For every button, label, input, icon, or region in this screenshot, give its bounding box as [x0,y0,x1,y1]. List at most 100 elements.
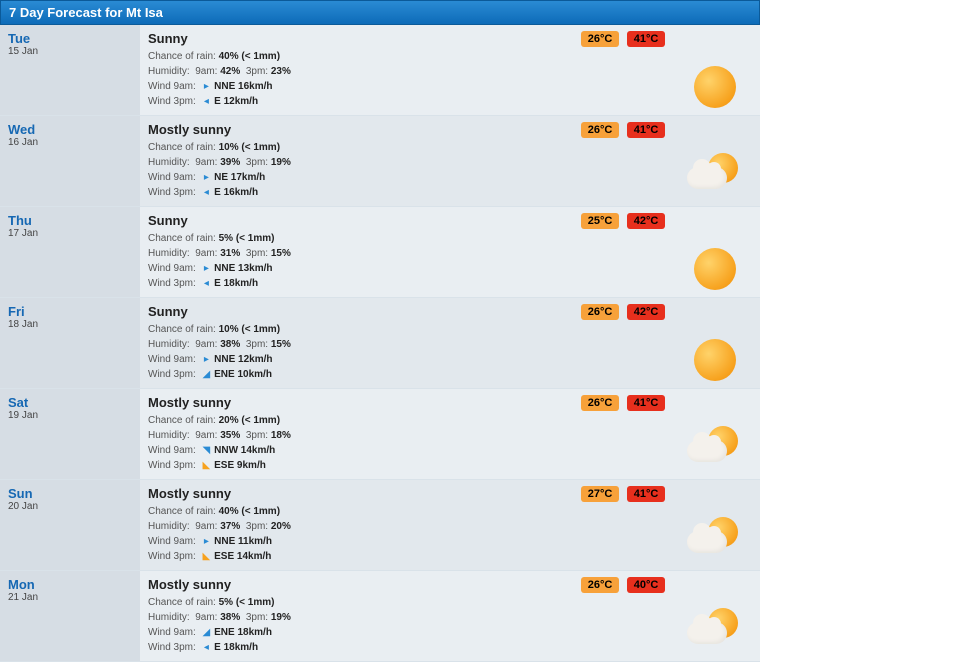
temp-low-badge: 26°C [581,304,619,320]
temp-high-badge: 41°C [627,31,665,47]
day-details: SunnyChance of rain: 5% (< 1mm)Humidity:… [140,207,760,297]
day-row: Fri18 JanSunnyChance of rain: 10% (< 1mm… [0,298,760,389]
rain-line: Chance of rain: 40% (< 1mm) [148,49,752,64]
wind-arrow-icon: ▸ [201,352,211,367]
wind-3pm-line: Wind 3pm: ◂ E 18km/h [148,276,752,291]
sunny-icon [694,248,736,290]
day-name[interactable]: Thu [8,213,132,228]
wind-3pm-line: Wind 3pm: ◂ E 16km/h [148,185,752,200]
mostly-sunny-icon [687,515,742,560]
days-list: Tue15 JanSunnyChance of rain: 40% (< 1mm… [0,25,760,662]
temp-low-badge: 27°C [581,486,619,502]
day-details: Mostly sunnyChance of rain: 5% (< 1mm)Hu… [140,571,760,661]
day-name[interactable]: Sun [8,486,132,501]
wind-arrow-icon: ◣ [201,458,211,473]
day-label-col: Fri18 Jan [0,298,140,388]
rain-line: Chance of rain: 10% (< 1mm) [148,140,752,155]
day-details: Mostly sunnyChance of rain: 40% (< 1mm)H… [140,480,760,570]
wind-arrow-icon: ◥ [201,443,211,458]
wind-arrow-icon: ▸ [201,261,211,276]
temp-badges: 26°C 40°C [581,577,665,593]
weather-icon [687,424,742,479]
weather-icon [687,333,742,388]
day-label-col: Mon21 Jan [0,571,140,661]
temp-low-badge: 26°C [581,122,619,138]
day-name[interactable]: Mon [8,577,132,592]
wind-arrow-icon: ◂ [201,185,211,200]
day-label-col: Sun20 Jan [0,480,140,570]
day-row: Sun20 JanMostly sunnyChance of rain: 40%… [0,480,760,571]
day-date: 20 Jan [8,501,132,512]
temp-badges: 26°C 42°C [581,304,665,320]
weather-icon [687,151,742,206]
sunny-icon [694,339,736,381]
wind-3pm-line: Wind 3pm: ◂ E 12km/h [148,94,752,109]
day-name[interactable]: Tue [8,31,132,46]
mostly-sunny-icon [687,424,742,469]
day-date: 21 Jan [8,592,132,603]
wind-arrow-icon: ◂ [201,640,211,655]
weather-icon [687,515,742,570]
wind-arrow-icon: ◂ [201,276,211,291]
rain-line: Chance of rain: 5% (< 1mm) [148,595,752,610]
weather-icon [687,606,742,661]
wind-9am-line: Wind 9am: ◥ NNW 14km/h [148,443,752,458]
day-name[interactable]: Fri [8,304,132,319]
temp-badges: 25°C42°C [581,213,665,229]
wind-arrow-icon: ◢ [201,367,211,382]
temp-low-badge: 26°C [581,577,619,593]
day-date: 16 Jan [8,137,132,148]
day-date: 19 Jan [8,410,132,421]
temp-badges: 27°C 41°C [581,486,665,502]
wind-9am-line: Wind 9am: ▸ NNE 12km/h [148,352,752,367]
rain-line: Chance of rain: 20% (< 1mm) [148,413,752,428]
wind-arrow-icon: ▸ [201,534,211,549]
day-details: SunnyChance of rain: 40% (< 1mm)Humidity… [140,25,760,115]
wind-3pm-line: Wind 3pm: ◢ ENE 10km/h [148,367,752,382]
day-label-col: Sat19 Jan [0,389,140,479]
wind-arrow-icon: ◢ [201,625,211,640]
mostly-sunny-icon [687,151,742,196]
temp-badges: 26°C 41°C [581,395,665,411]
humidity-line: Humidity: 9am: 42% 3pm: 23% [148,64,752,79]
rain-line: Chance of rain: 5% (< 1mm) [148,231,752,246]
day-date: 15 Jan [8,46,132,57]
day-name[interactable]: Sat [8,395,132,410]
day-date: 17 Jan [8,228,132,239]
temp-badges: 26°C41°C [581,31,665,47]
day-name[interactable]: Wed [8,122,132,137]
wind-9am-line: Wind 9am: ▸ NE 17km/h [148,170,752,185]
day-label-col: Wed16 Jan [0,116,140,206]
day-label-col: Thu17 Jan [0,207,140,297]
temp-high-badge: 42°C [627,213,665,229]
wind-3pm-line: Wind 3pm: ◣ ESE 9km/h [148,458,752,473]
wind-9am-line: Wind 9am: ▸ NNE 11km/h [148,534,752,549]
header-title: 7 Day Forecast for Mt Isa [9,5,163,20]
temp-high-badge: 41°C [627,395,665,411]
mostly-sunny-icon [687,606,742,651]
humidity-line: Humidity: 9am: 39% 3pm: 19% [148,155,752,170]
day-details: Mostly sunnyChance of rain: 10% (< 1mm)H… [140,116,760,206]
temp-badges: 26°C 41°C [581,122,665,138]
day-row: Thu17 JanSunnyChance of rain: 5% (< 1mm)… [0,207,760,298]
day-label-col: Tue15 Jan [0,25,140,115]
temp-high-badge: 40°C [627,577,665,593]
wind-9am-line: Wind 9am: ▸ NNE 13km/h [148,261,752,276]
humidity-line: Humidity: 9am: 31% 3pm: 15% [148,246,752,261]
temp-high-badge: 41°C [627,486,665,502]
wind-arrow-icon: ▸ [201,79,211,94]
wind-3pm-line: Wind 3pm: ◣ ESE 14km/h [148,549,752,564]
day-details: Mostly sunnyChance of rain: 20% (< 1mm)H… [140,389,760,479]
temp-high-badge: 41°C [627,122,665,138]
day-row: Sat19 JanMostly sunnyChance of rain: 20%… [0,389,760,480]
header-bar: 7 Day Forecast for Mt Isa [0,0,760,25]
temp-low-badge: 26°C [581,395,619,411]
humidity-line: Humidity: 9am: 38% 3pm: 19% [148,610,752,625]
forecast-widget: 7 Day Forecast for Mt Isa Tue15 JanSunny… [0,0,760,662]
wind-arrow-icon: ◂ [201,94,211,109]
wind-9am-line: Wind 9am: ◢ ENE 18km/h [148,625,752,640]
temp-high-badge: 42°C [627,304,665,320]
day-row: Tue15 JanSunnyChance of rain: 40% (< 1mm… [0,25,760,116]
weather-icon [687,242,742,297]
humidity-line: Humidity: 9am: 35% 3pm: 18% [148,428,752,443]
